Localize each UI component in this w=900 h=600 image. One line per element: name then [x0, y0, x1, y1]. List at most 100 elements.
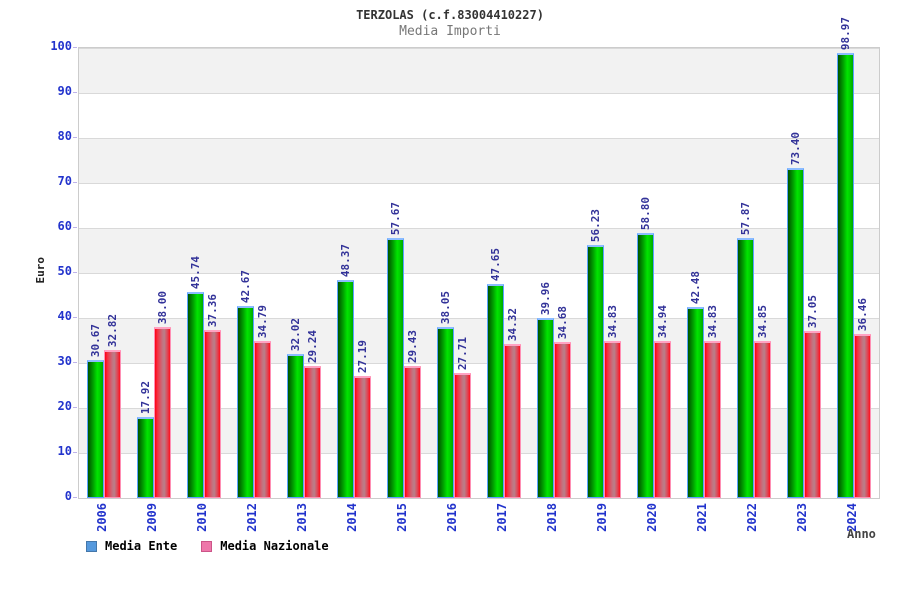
value-label-media-ente-2009: 17.92 — [139, 380, 152, 414]
y-tick-mark — [73, 272, 77, 273]
bar-media-nazionale-2021 — [704, 341, 721, 498]
y-tick-label-30: 30 — [57, 354, 72, 368]
y-tick-mark — [73, 452, 77, 453]
value-label-media-nazionale-2006: 32.82 — [106, 313, 119, 347]
y-tick-mark — [73, 182, 77, 183]
bar-media-ente-2019 — [587, 245, 604, 498]
media-nazionale-swatch-icon — [201, 540, 213, 552]
bar-media-nazionale-2013 — [304, 366, 321, 498]
y-tick-mark — [73, 362, 77, 363]
y-tick-label-70: 70 — [57, 174, 72, 188]
value-label-media-nazionale-2021: 34.83 — [706, 304, 719, 338]
y-tick-label-0: 0 — [64, 489, 72, 503]
bar-media-ente-2021 — [687, 307, 704, 498]
bar-media-nazionale-2009 — [154, 327, 171, 498]
value-label-media-ente-2023: 73.40 — [789, 131, 802, 165]
value-label-media-nazionale-2018: 34.68 — [556, 305, 569, 339]
bar-media-nazionale-2015 — [404, 366, 421, 498]
bar-media-ente-2020 — [637, 233, 654, 498]
value-label-media-nazionale-2013: 29.24 — [306, 329, 319, 363]
value-label-media-nazionale-2023: 37.05 — [806, 294, 819, 328]
value-label-media-ente-2020: 58.80 — [639, 196, 652, 230]
legend-item-media-nazionale: Media Nazionale — [201, 539, 329, 553]
y-tick-label-80: 80 — [57, 129, 72, 143]
bar-media-nazionale-2016 — [454, 373, 471, 498]
y-tick-label-90: 90 — [57, 84, 72, 98]
legend-label-media-nazionale: Media Nazionale — [220, 539, 329, 553]
value-label-media-ente-2016: 38.05 — [439, 290, 452, 324]
bar-media-ente-2014 — [337, 280, 354, 498]
value-label-media-ente-2015: 57.67 — [389, 201, 402, 235]
value-label-media-nazionale-2014: 27.19 — [356, 339, 369, 373]
x-tick-label-2018: 2018 — [545, 503, 559, 532]
plot-area: 30.67 32.82 17.92 38.00 45.74 37.36 42.67 34.79… — [78, 17, 880, 499]
value-label-media-nazionale-2012: 34.79 — [256, 304, 269, 338]
value-label-media-ente-2010: 45.74 — [189, 255, 202, 289]
bar-media-nazionale-2023 — [804, 331, 821, 498]
chart-subtitle: Media Importi — [399, 24, 501, 39]
bar-media-nazionale-2012 — [254, 341, 271, 498]
x-tick-label-2016: 2016 — [445, 503, 459, 532]
y-tick-mark — [73, 227, 77, 228]
x-tick-label-2019: 2019 — [595, 503, 609, 532]
bar-media-nazionale-2019 — [604, 341, 621, 498]
value-label-media-ente-2012: 42.67 — [239, 269, 252, 303]
bar-media-ente-2009 — [137, 417, 154, 498]
value-label-media-ente-2024: 98.97 — [839, 16, 852, 50]
y-tick-mark — [73, 92, 77, 93]
x-tick-label-2021: 2021 — [695, 503, 709, 532]
value-label-media-nazionale-2019: 34.83 — [606, 304, 619, 338]
legend: Media Ente Media Nazionale — [86, 539, 329, 553]
value-label-media-nazionale-2009: 38.00 — [156, 290, 169, 324]
bar-media-ente-2015 — [387, 238, 404, 498]
y-tick-label-10: 10 — [57, 444, 72, 458]
y-tick-label-20: 20 — [57, 399, 72, 413]
value-label-media-ente-2006: 30.67 — [89, 323, 102, 357]
bar-media-nazionale-2022 — [754, 341, 771, 498]
x-tick-label-2023: 2023 — [795, 503, 809, 532]
value-label-media-ente-2019: 56.23 — [589, 208, 602, 242]
bar-media-ente-2022 — [737, 238, 754, 498]
value-label-media-nazionale-2020: 34.94 — [656, 304, 669, 338]
x-tick-label-2010: 2010 — [195, 503, 209, 532]
x-tick-label-2022: 2022 — [745, 503, 759, 532]
bar-media-nazionale-2024 — [854, 334, 871, 498]
bar-media-nazionale-2006 — [104, 350, 121, 498]
value-label-media-nazionale-2022: 34.85 — [756, 304, 769, 338]
legend-item-media-ente: Media Ente — [86, 539, 177, 553]
y-tick-label-60: 60 — [57, 219, 72, 233]
x-tick-label-2014: 2014 — [345, 503, 359, 532]
y-tick-mark — [73, 497, 77, 498]
value-label-media-ente-2018: 39.96 — [539, 281, 552, 315]
bar-media-ente-2006 — [87, 360, 104, 498]
y-tick-mark — [73, 137, 77, 138]
x-tick-label-2009: 2009 — [145, 503, 159, 532]
bar-media-ente-2023 — [787, 168, 804, 498]
x-tick-label-2017: 2017 — [495, 503, 509, 532]
bar-media-nazionale-2018 — [554, 342, 571, 498]
legend-label-media-ente: Media Ente — [105, 539, 178, 553]
bar-media-ente-2018 — [537, 318, 554, 498]
bar-media-ente-2012 — [237, 306, 254, 498]
bar-media-ente-2010 — [187, 292, 204, 498]
x-tick-label-2006: 2006 — [95, 503, 109, 532]
value-label-media-ente-2021: 42.48 — [689, 270, 702, 304]
value-label-media-nazionale-2015: 29.43 — [406, 329, 419, 363]
value-label-media-ente-2014: 48.37 — [339, 243, 352, 277]
value-label-media-nazionale-2016: 27.71 — [456, 336, 469, 370]
value-label-media-nazionale-2010: 37.36 — [206, 293, 219, 327]
x-tick-label-2013: 2013 — [295, 503, 309, 532]
bar-media-ente-2017 — [487, 284, 504, 498]
y-tick-label-50: 50 — [57, 264, 72, 278]
bar-media-nazionale-2014 — [354, 376, 371, 498]
value-label-media-ente-2022: 57.87 — [739, 201, 752, 235]
bar-media-nazionale-2010 — [204, 330, 221, 498]
bar-media-ente-2016 — [437, 327, 454, 498]
y-tick-label-40: 40 — [57, 309, 72, 323]
x-tick-label-2020: 2020 — [645, 503, 659, 532]
chart-title: TERZOLAS (c.f.83004410227) — [356, 8, 544, 22]
x-tick-label-2015: 2015 — [395, 503, 409, 532]
value-label-media-ente-2013: 32.02 — [289, 317, 302, 351]
value-label-media-ente-2017: 47.65 — [489, 247, 502, 281]
